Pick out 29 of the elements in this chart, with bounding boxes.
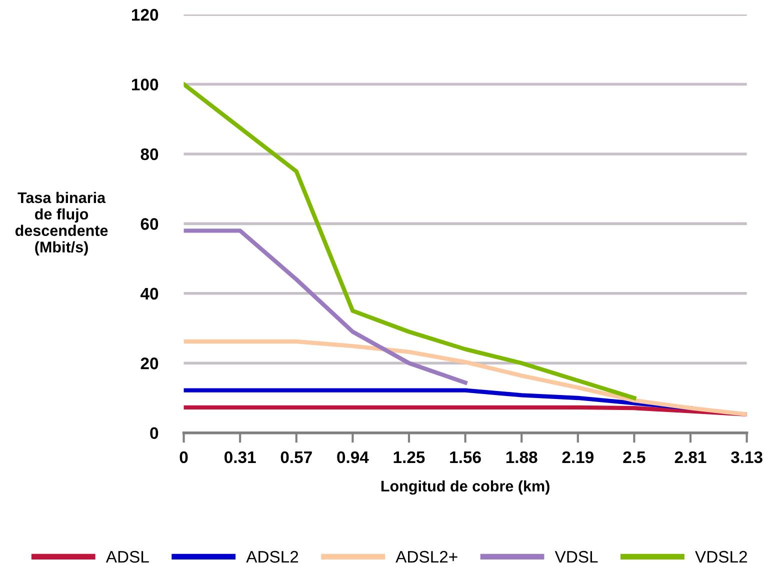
x-axis-title: Longitud de cobre (km) bbox=[381, 480, 550, 495]
x-tick-label: 0.57 bbox=[280, 451, 312, 464]
legend-label: ADSL2+ bbox=[396, 550, 458, 563]
x-tick-label: 0 bbox=[180, 451, 188, 464]
legend-label: ADSL2 bbox=[246, 550, 298, 563]
x-tick-label: 0.31 bbox=[224, 451, 256, 464]
x-tick-label: 2.5 bbox=[623, 451, 646, 464]
x-tick-label: 1.56 bbox=[450, 451, 481, 464]
y-tick-label: 40 bbox=[140, 288, 158, 300]
x-tick-label: 1.88 bbox=[506, 451, 538, 464]
legend-label: VDSL bbox=[554, 550, 598, 563]
y-tick-label: 60 bbox=[140, 218, 158, 230]
y-tick-label: 120 bbox=[132, 8, 158, 21]
x-tick-label: 1.25 bbox=[394, 451, 425, 464]
x-tick-label: 3.13 bbox=[730, 451, 762, 464]
legend-label: ADSL bbox=[106, 550, 149, 563]
line-series bbox=[184, 339, 747, 416]
y-tick-label: 80 bbox=[140, 148, 158, 160]
line-series bbox=[184, 405, 747, 416]
y-tick-label: 20 bbox=[140, 358, 158, 370]
line-series bbox=[184, 82, 636, 400]
line-series bbox=[184, 228, 468, 385]
y-axis-title: Tasa binaria de flujo descendente (Mbit/s) bbox=[15, 192, 108, 256]
y-tick-label: 100 bbox=[132, 78, 158, 90]
x-tick-label: 2.19 bbox=[562, 451, 594, 464]
y-tick-label: 0 bbox=[150, 427, 158, 440]
legend-label: VDSL2 bbox=[695, 550, 747, 563]
x-tick-label: 0.94 bbox=[337, 451, 369, 464]
x-tick-label: 2.81 bbox=[674, 451, 706, 464]
